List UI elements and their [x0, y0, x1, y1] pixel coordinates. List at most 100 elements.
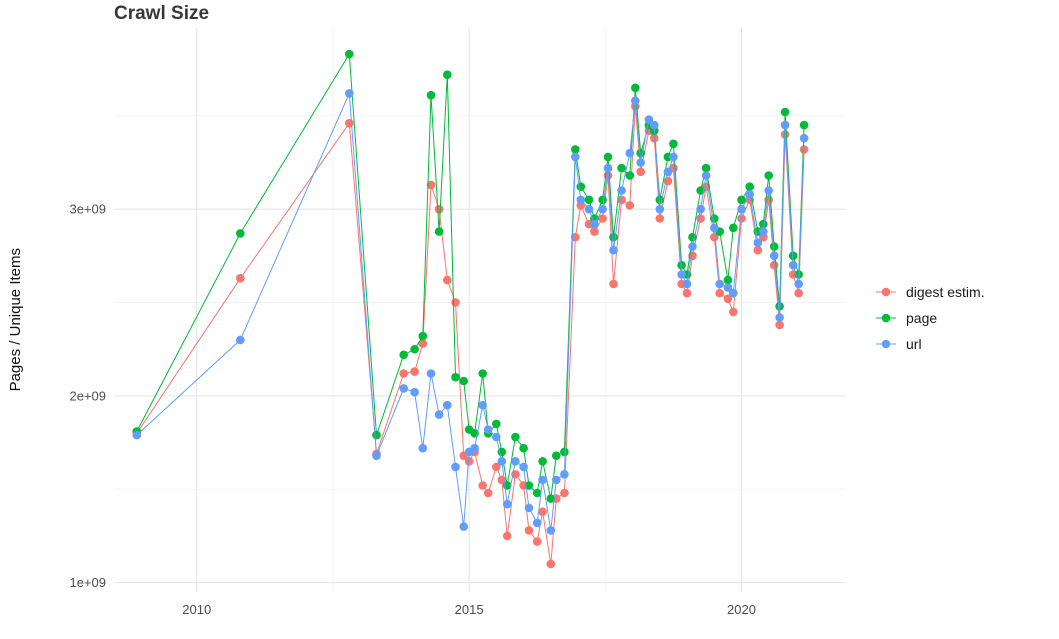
- data-point-page: [571, 145, 580, 154]
- data-point-url: [710, 223, 719, 233]
- data-point-digest-estim: [769, 260, 779, 270]
- data-point-page: [729, 223, 738, 233]
- data-point-url: [663, 167, 673, 177]
- data-point-url: [669, 152, 678, 162]
- data-point-url: [650, 120, 659, 130]
- data-point-url: [701, 171, 711, 180]
- data-point-digest-estim: [753, 245, 763, 255]
- data-point-page: [492, 419, 501, 429]
- data-point-digest-estim: [775, 320, 784, 330]
- data-point-digest-estim: [443, 275, 452, 285]
- data-point-digest-estim: [532, 537, 542, 546]
- data-point-url: [538, 475, 547, 485]
- legend-key-page-icon: [876, 313, 896, 323]
- data-point-digest-estim: [655, 214, 665, 223]
- data-point-page: [625, 171, 635, 180]
- legend-label-url: url: [906, 336, 922, 352]
- data-point-url: [418, 443, 428, 453]
- data-point-url: [775, 313, 784, 322]
- data-point-url: [443, 400, 452, 410]
- data-point-digest-estim: [464, 457, 474, 466]
- data-point-page: [511, 432, 520, 442]
- data-point-digest-estim: [650, 133, 659, 143]
- data-point-page: [410, 344, 419, 354]
- data-point-digest-estim: [451, 298, 460, 307]
- data-point-url: [655, 204, 665, 214]
- data-point-digest-estim: [483, 488, 493, 498]
- legend-item-url: url: [874, 336, 985, 352]
- data-point-page: [451, 372, 460, 382]
- data-point-page: [759, 219, 768, 229]
- data-point-url: [236, 335, 245, 345]
- data-point-url: [696, 204, 705, 214]
- data-point-url: [532, 518, 542, 528]
- data-point-digest-estim: [682, 288, 692, 298]
- data-point-page: [576, 182, 586, 191]
- data-point-page: [710, 214, 719, 223]
- data-point-page: [788, 251, 798, 261]
- data-point-digest-estim: [399, 369, 409, 378]
- data-point-url: [745, 189, 754, 199]
- legend-label-digest-estim: digest estim.: [906, 284, 985, 300]
- data-point-url: [459, 522, 469, 531]
- data-point-url: [723, 283, 733, 292]
- x-tick-label: 2015: [455, 602, 484, 617]
- chart-title: Crawl Size: [114, 3, 210, 24]
- data-point-url: [399, 384, 409, 393]
- data-point-page: [764, 171, 773, 180]
- data-point-page: [696, 186, 705, 195]
- data-point-digest-estim: [524, 526, 534, 535]
- data-point-digest-estim: [598, 214, 607, 223]
- legend: digest estim. page url: [874, 284, 985, 352]
- data-point-page: [399, 350, 409, 360]
- data-point-page: [546, 494, 556, 503]
- data-point-page: [598, 195, 607, 205]
- data-point-url: [617, 186, 626, 195]
- data-point-page: [524, 481, 534, 490]
- y-tick-label: 3e+09: [69, 202, 106, 217]
- data-point-page: [552, 451, 561, 461]
- data-point-url: [799, 133, 809, 143]
- data-point-url: [372, 451, 381, 461]
- data-point-digest-estim: [345, 118, 354, 128]
- data-point-url: [759, 227, 768, 236]
- data-point-digest-estim: [538, 507, 547, 516]
- data-point-digest-estim: [794, 288, 803, 298]
- data-point-url: [524, 503, 534, 513]
- data-point-url: [511, 457, 520, 466]
- data-point-url: [677, 270, 686, 279]
- data-point-url: [682, 279, 692, 289]
- data-point-url: [636, 158, 645, 167]
- data-point-page: [538, 457, 547, 466]
- data-point-url: [434, 410, 444, 419]
- data-point-url: [483, 425, 493, 434]
- legend-item-digest-estim: digest estim.: [874, 284, 985, 300]
- data-point-url: [345, 89, 354, 98]
- data-point-url: [598, 204, 607, 214]
- data-point-page: [780, 107, 790, 117]
- data-point-page: [737, 195, 746, 205]
- y-tick-label: 2e+09: [69, 388, 106, 403]
- data-point-page: [236, 229, 245, 238]
- data-point-digest-estim: [625, 201, 635, 210]
- data-point-page: [745, 182, 754, 191]
- data-point-url: [688, 242, 697, 251]
- data-point-page: [609, 232, 618, 242]
- data-point-digest-estim: [715, 288, 724, 298]
- data-point-digest-estim: [560, 488, 569, 498]
- data-point-digest-estim: [236, 274, 245, 283]
- data-point-digest-estim: [729, 307, 738, 317]
- data-point-url: [737, 204, 746, 214]
- data-point-page: [677, 260, 686, 270]
- data-point-url: [546, 526, 556, 535]
- data-point-url: [470, 443, 479, 453]
- data-point-digest-estim: [410, 367, 419, 376]
- data-point-url: [576, 195, 586, 205]
- data-point-url: [426, 369, 436, 378]
- data-point-url: [560, 470, 569, 479]
- data-point-page: [769, 242, 779, 251]
- data-point-url: [584, 204, 594, 214]
- data-point-page: [617, 163, 626, 173]
- data-point-page: [799, 120, 809, 130]
